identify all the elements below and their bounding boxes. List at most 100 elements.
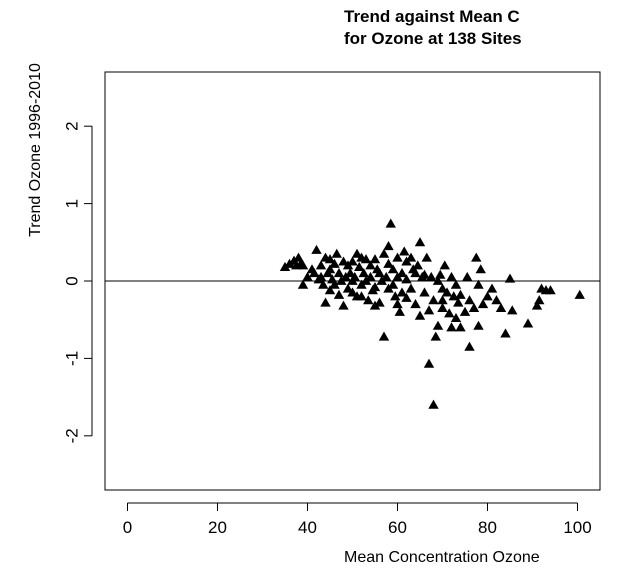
data-point — [444, 308, 455, 318]
data-point — [399, 246, 410, 256]
data-point — [414, 310, 426, 320]
data-point — [450, 312, 462, 323]
data-point — [453, 297, 464, 307]
y-tick-label: -2 — [63, 428, 82, 443]
data-point — [320, 297, 331, 307]
data-point — [500, 328, 511, 338]
data-point — [333, 268, 345, 278]
data-point — [495, 302, 507, 312]
data-point — [293, 252, 304, 262]
data-point — [329, 279, 340, 289]
data-point — [385, 218, 396, 228]
data-point — [381, 271, 392, 282]
data-point — [383, 258, 394, 268]
data-point — [486, 283, 498, 293]
data-point — [437, 283, 448, 293]
data-point — [401, 292, 412, 302]
data-point — [419, 287, 430, 297]
data-point — [331, 248, 342, 258]
data-point — [324, 285, 336, 295]
chart-title-line: for Ozone at 138 Sites — [344, 29, 522, 48]
data-point — [356, 291, 367, 301]
data-point — [471, 252, 482, 262]
data-point — [378, 331, 390, 341]
data-point — [302, 271, 313, 282]
x-tick-label: 80 — [478, 518, 497, 537]
data-point — [324, 264, 336, 274]
data-point — [279, 261, 291, 271]
data-point — [531, 300, 543, 310]
data-point — [351, 248, 363, 258]
data-point — [410, 299, 421, 309]
data-point — [504, 273, 516, 283]
data-point — [387, 279, 399, 289]
data-point — [455, 322, 466, 332]
data-point — [482, 291, 493, 301]
data-point — [347, 256, 358, 266]
data-point — [396, 268, 408, 278]
data-point — [338, 300, 349, 310]
data-point — [441, 287, 453, 297]
data-point — [369, 300, 381, 310]
data-point — [338, 256, 349, 266]
data-point — [360, 254, 372, 264]
data-point — [342, 283, 354, 293]
data-point — [426, 271, 437, 282]
y-tick-label: 0 — [63, 276, 82, 285]
data-point — [378, 248, 390, 258]
data-point — [374, 268, 385, 278]
data-point — [315, 260, 327, 270]
data-point — [437, 302, 448, 312]
data-point — [475, 264, 486, 274]
data-point — [435, 269, 446, 279]
x-tick-label: 20 — [208, 518, 227, 537]
data-point — [412, 260, 423, 270]
x-tick-label: 40 — [298, 518, 317, 537]
data-point — [390, 291, 401, 301]
y-tick-label: 2 — [63, 121, 82, 130]
data-point — [405, 283, 417, 293]
data-point — [347, 275, 358, 285]
data-point — [297, 279, 309, 289]
data-point — [284, 258, 295, 268]
data-point — [354, 261, 365, 271]
data-point — [414, 237, 426, 247]
data-point — [473, 320, 484, 330]
x-tick-label: 0 — [123, 518, 132, 537]
data-point — [464, 295, 475, 305]
data-point — [309, 268, 320, 278]
data-point — [428, 399, 439, 409]
data-point — [401, 256, 412, 266]
x-tick-label: 60 — [388, 518, 407, 537]
data-point — [369, 254, 381, 264]
data-point — [347, 287, 358, 297]
data-point — [437, 295, 448, 305]
data-point — [392, 299, 403, 309]
data-point — [462, 271, 473, 282]
data-point — [333, 289, 345, 299]
data-point — [459, 306, 471, 316]
data-point — [473, 279, 484, 289]
x-axis-label: Mean Concentration Ozone — [344, 549, 540, 566]
data-point — [468, 302, 480, 312]
data-point — [446, 271, 457, 282]
data-point — [369, 281, 381, 292]
data-point — [383, 240, 394, 251]
data-point — [297, 260, 309, 270]
data-point — [365, 271, 376, 282]
chart-title-line: Trend against Mean C — [344, 7, 520, 26]
data-point — [405, 252, 417, 262]
data-point — [439, 260, 450, 270]
data-point — [430, 331, 441, 341]
data-point — [477, 299, 489, 309]
data-point — [432, 320, 444, 330]
data-point — [392, 252, 403, 262]
data-point — [396, 287, 408, 297]
data-point — [534, 295, 545, 305]
data-point — [387, 264, 399, 274]
data-point — [522, 318, 534, 328]
data-point — [410, 268, 421, 278]
data-point — [428, 295, 439, 305]
data-point — [446, 322, 457, 332]
